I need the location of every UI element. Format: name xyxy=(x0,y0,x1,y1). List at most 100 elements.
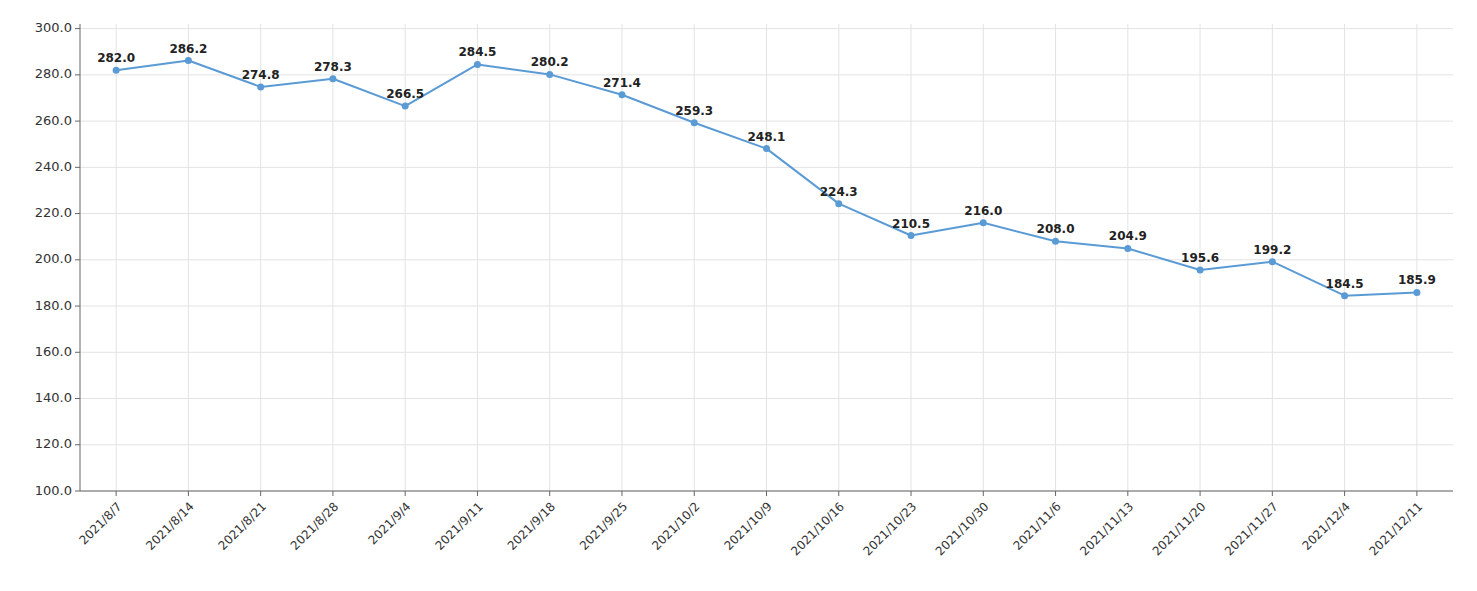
x-tick xyxy=(1344,491,1345,496)
data-label: 208.0 xyxy=(1037,222,1075,236)
x-tick-label: 2021/10/23 xyxy=(861,499,920,558)
point xyxy=(1413,289,1420,296)
x-grid-line xyxy=(766,24,767,491)
x-tick xyxy=(1055,491,1056,496)
point xyxy=(402,103,409,110)
x-tick xyxy=(694,491,695,496)
x-grid-line xyxy=(838,24,839,491)
point xyxy=(474,61,481,68)
y-tick-label: 260.0 xyxy=(35,113,72,128)
x-tick-label: 2021/10/30 xyxy=(933,499,992,558)
x-tick-label: 2021/9/18 xyxy=(505,499,558,552)
y-tick xyxy=(75,491,80,492)
data-label: 216.0 xyxy=(964,204,1002,218)
x-tick xyxy=(1416,491,1417,496)
x-tick xyxy=(838,491,839,496)
y-tick xyxy=(75,259,80,260)
x-grid-line xyxy=(332,24,333,491)
x-grid-line xyxy=(694,24,695,491)
data-label: 271.4 xyxy=(603,76,641,90)
x-tick-label: 2021/11/20 xyxy=(1150,499,1209,558)
point xyxy=(980,219,987,226)
x-tick xyxy=(1127,491,1128,496)
point xyxy=(1052,238,1059,245)
y-tick-label: 240.0 xyxy=(35,159,72,174)
x-tick xyxy=(1200,491,1201,496)
x-grid-line xyxy=(188,24,189,491)
y-tick xyxy=(75,74,80,75)
x-tick-label: 2021/11/6 xyxy=(1010,499,1063,552)
x-tick-label: 2021/9/11 xyxy=(432,499,485,552)
x-tick-label: 2021/8/21 xyxy=(216,499,269,552)
y-tick-label: 200.0 xyxy=(35,251,72,266)
x-tick-label: 2021/10/2 xyxy=(649,499,702,552)
point xyxy=(185,57,192,64)
data-label: 286.2 xyxy=(169,42,207,56)
data-label: 259.3 xyxy=(675,104,713,118)
data-labels: 282.0286.2274.8278.3266.5284.5280.2271.4… xyxy=(97,42,1436,291)
x-tick xyxy=(477,491,478,496)
x-axis-line xyxy=(80,491,1453,492)
x-tick-label: 2021/11/13 xyxy=(1077,499,1136,558)
x-tick-label: 2021/9/4 xyxy=(366,499,414,547)
x-tick-label: 2021/10/16 xyxy=(788,499,847,558)
x-tick xyxy=(332,491,333,496)
x-tick-label: 2021/8/7 xyxy=(76,499,124,547)
y-tick xyxy=(75,121,80,122)
x-tick xyxy=(116,491,117,496)
y-tick-label: 220.0 xyxy=(35,205,72,220)
data-label: 224.3 xyxy=(820,185,858,199)
x-tick xyxy=(1272,491,1273,496)
grid xyxy=(80,24,1453,491)
data-label: 204.9 xyxy=(1109,229,1147,243)
point xyxy=(908,232,915,239)
y-tick-label: 280.0 xyxy=(35,66,72,81)
line xyxy=(116,61,1417,296)
x-grid-line xyxy=(1055,24,1056,491)
x-tick xyxy=(911,491,912,496)
data-label: 199.2 xyxy=(1253,243,1291,257)
data-label: 278.3 xyxy=(314,60,352,74)
x-grid-line xyxy=(116,24,117,491)
x-tick-label: 2021/12/4 xyxy=(1300,499,1353,552)
point xyxy=(1197,266,1204,273)
point xyxy=(763,145,770,152)
data-label: 210.5 xyxy=(892,217,930,231)
x-grid-line xyxy=(260,24,261,491)
y-tick-label: 300.0 xyxy=(35,20,72,35)
y-tick-label: 180.0 xyxy=(35,298,72,313)
data-label: 248.1 xyxy=(748,130,786,144)
point xyxy=(546,71,553,78)
point xyxy=(691,119,698,126)
point xyxy=(618,91,625,98)
x-tick xyxy=(405,491,406,496)
point xyxy=(1124,245,1131,252)
y-tick-label: 100.0 xyxy=(35,483,72,498)
x-tick xyxy=(621,491,622,496)
chart-container: 100.0120.0140.0160.0180.0200.0220.0240.0… xyxy=(0,0,1477,591)
x-tick xyxy=(260,491,261,496)
x-grid-line xyxy=(983,24,984,491)
y-tick xyxy=(75,213,80,214)
x-tick-label: 2021/8/14 xyxy=(143,499,196,552)
x-tick xyxy=(549,491,550,496)
data-label: 282.0 xyxy=(97,51,135,65)
y-tick-label: 160.0 xyxy=(35,344,72,359)
y-tick xyxy=(75,398,80,399)
series xyxy=(113,57,1421,299)
x-grid-line xyxy=(1272,24,1273,491)
data-label: 284.5 xyxy=(458,45,496,59)
y-axis-line xyxy=(80,24,81,491)
y-tick xyxy=(75,352,80,353)
x-grid-line xyxy=(1127,24,1128,491)
data-label: 266.5 xyxy=(386,87,424,101)
x-tick-label: 2021/8/28 xyxy=(288,499,341,552)
point xyxy=(1269,258,1276,265)
data-label: 185.9 xyxy=(1398,273,1436,287)
y-tick xyxy=(75,167,80,168)
y-tick xyxy=(75,28,80,29)
x-grid-line xyxy=(549,24,550,491)
y-tick xyxy=(75,444,80,445)
x-tick xyxy=(983,491,984,496)
axes: 100.0120.0140.0160.0180.0200.0220.0240.0… xyxy=(35,20,1453,558)
